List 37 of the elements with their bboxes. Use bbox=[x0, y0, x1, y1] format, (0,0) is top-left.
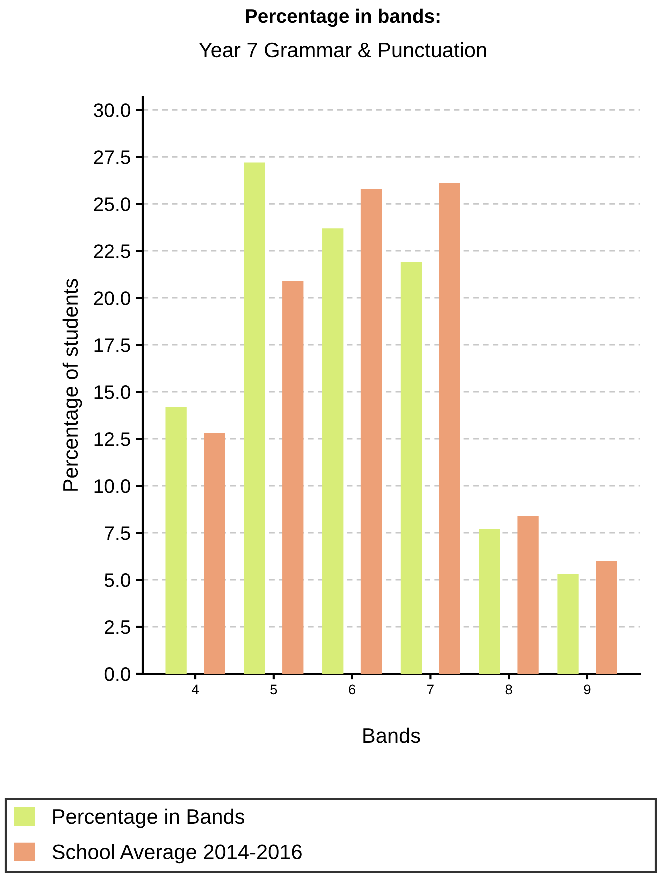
y-tick-label: 12.5 bbox=[94, 432, 130, 446]
chart-title: Percentage in bands: bbox=[246, 8, 440, 28]
x-tick-label: 7 bbox=[428, 684, 434, 694]
bar bbox=[166, 407, 187, 674]
bar bbox=[400, 262, 422, 674]
bar bbox=[439, 183, 460, 674]
bar bbox=[558, 574, 579, 674]
bar bbox=[518, 516, 539, 674]
y-tick-label: 10.0 bbox=[94, 480, 130, 494]
bar bbox=[204, 433, 226, 674]
bar bbox=[479, 529, 500, 674]
x-tick-label: 8 bbox=[506, 684, 512, 695]
y-tick-label: 17.5 bbox=[94, 338, 130, 352]
bar bbox=[360, 189, 382, 674]
legend-label: Percentage in Bands bbox=[54, 808, 244, 828]
x-axis-title: Bands bbox=[364, 728, 420, 744]
y-tick-label: 20.0 bbox=[94, 292, 130, 306]
bar bbox=[244, 162, 266, 674]
y-tick-label: 15.0 bbox=[94, 386, 130, 400]
y-tick-label: 2.5 bbox=[105, 620, 130, 634]
y-tick-label: 0.0 bbox=[104, 667, 130, 682]
x-tick-label: 5 bbox=[270, 684, 278, 695]
chart-subtitle: Year 7 Grammar & Punctuation bbox=[199, 42, 486, 58]
y-tick-label: 25.0 bbox=[94, 198, 130, 212]
bar bbox=[596, 561, 618, 674]
legend-label: School Average 2014-2016 bbox=[52, 844, 302, 864]
y-tick-label: 7.5 bbox=[105, 526, 130, 540]
x-tick-label: 6 bbox=[349, 684, 356, 695]
y-tick-label: 22.5 bbox=[94, 244, 130, 258]
x-tick-label: 4 bbox=[192, 684, 199, 694]
bar bbox=[282, 281, 304, 674]
y-axis-title: Percentage of students bbox=[62, 279, 82, 491]
bar bbox=[322, 228, 344, 674]
x-tick-label: 9 bbox=[584, 684, 591, 695]
y-tick-label: 27.5 bbox=[94, 150, 130, 164]
y-tick-label: 5.0 bbox=[104, 573, 130, 588]
y-tick-label: 30.0 bbox=[94, 104, 130, 118]
